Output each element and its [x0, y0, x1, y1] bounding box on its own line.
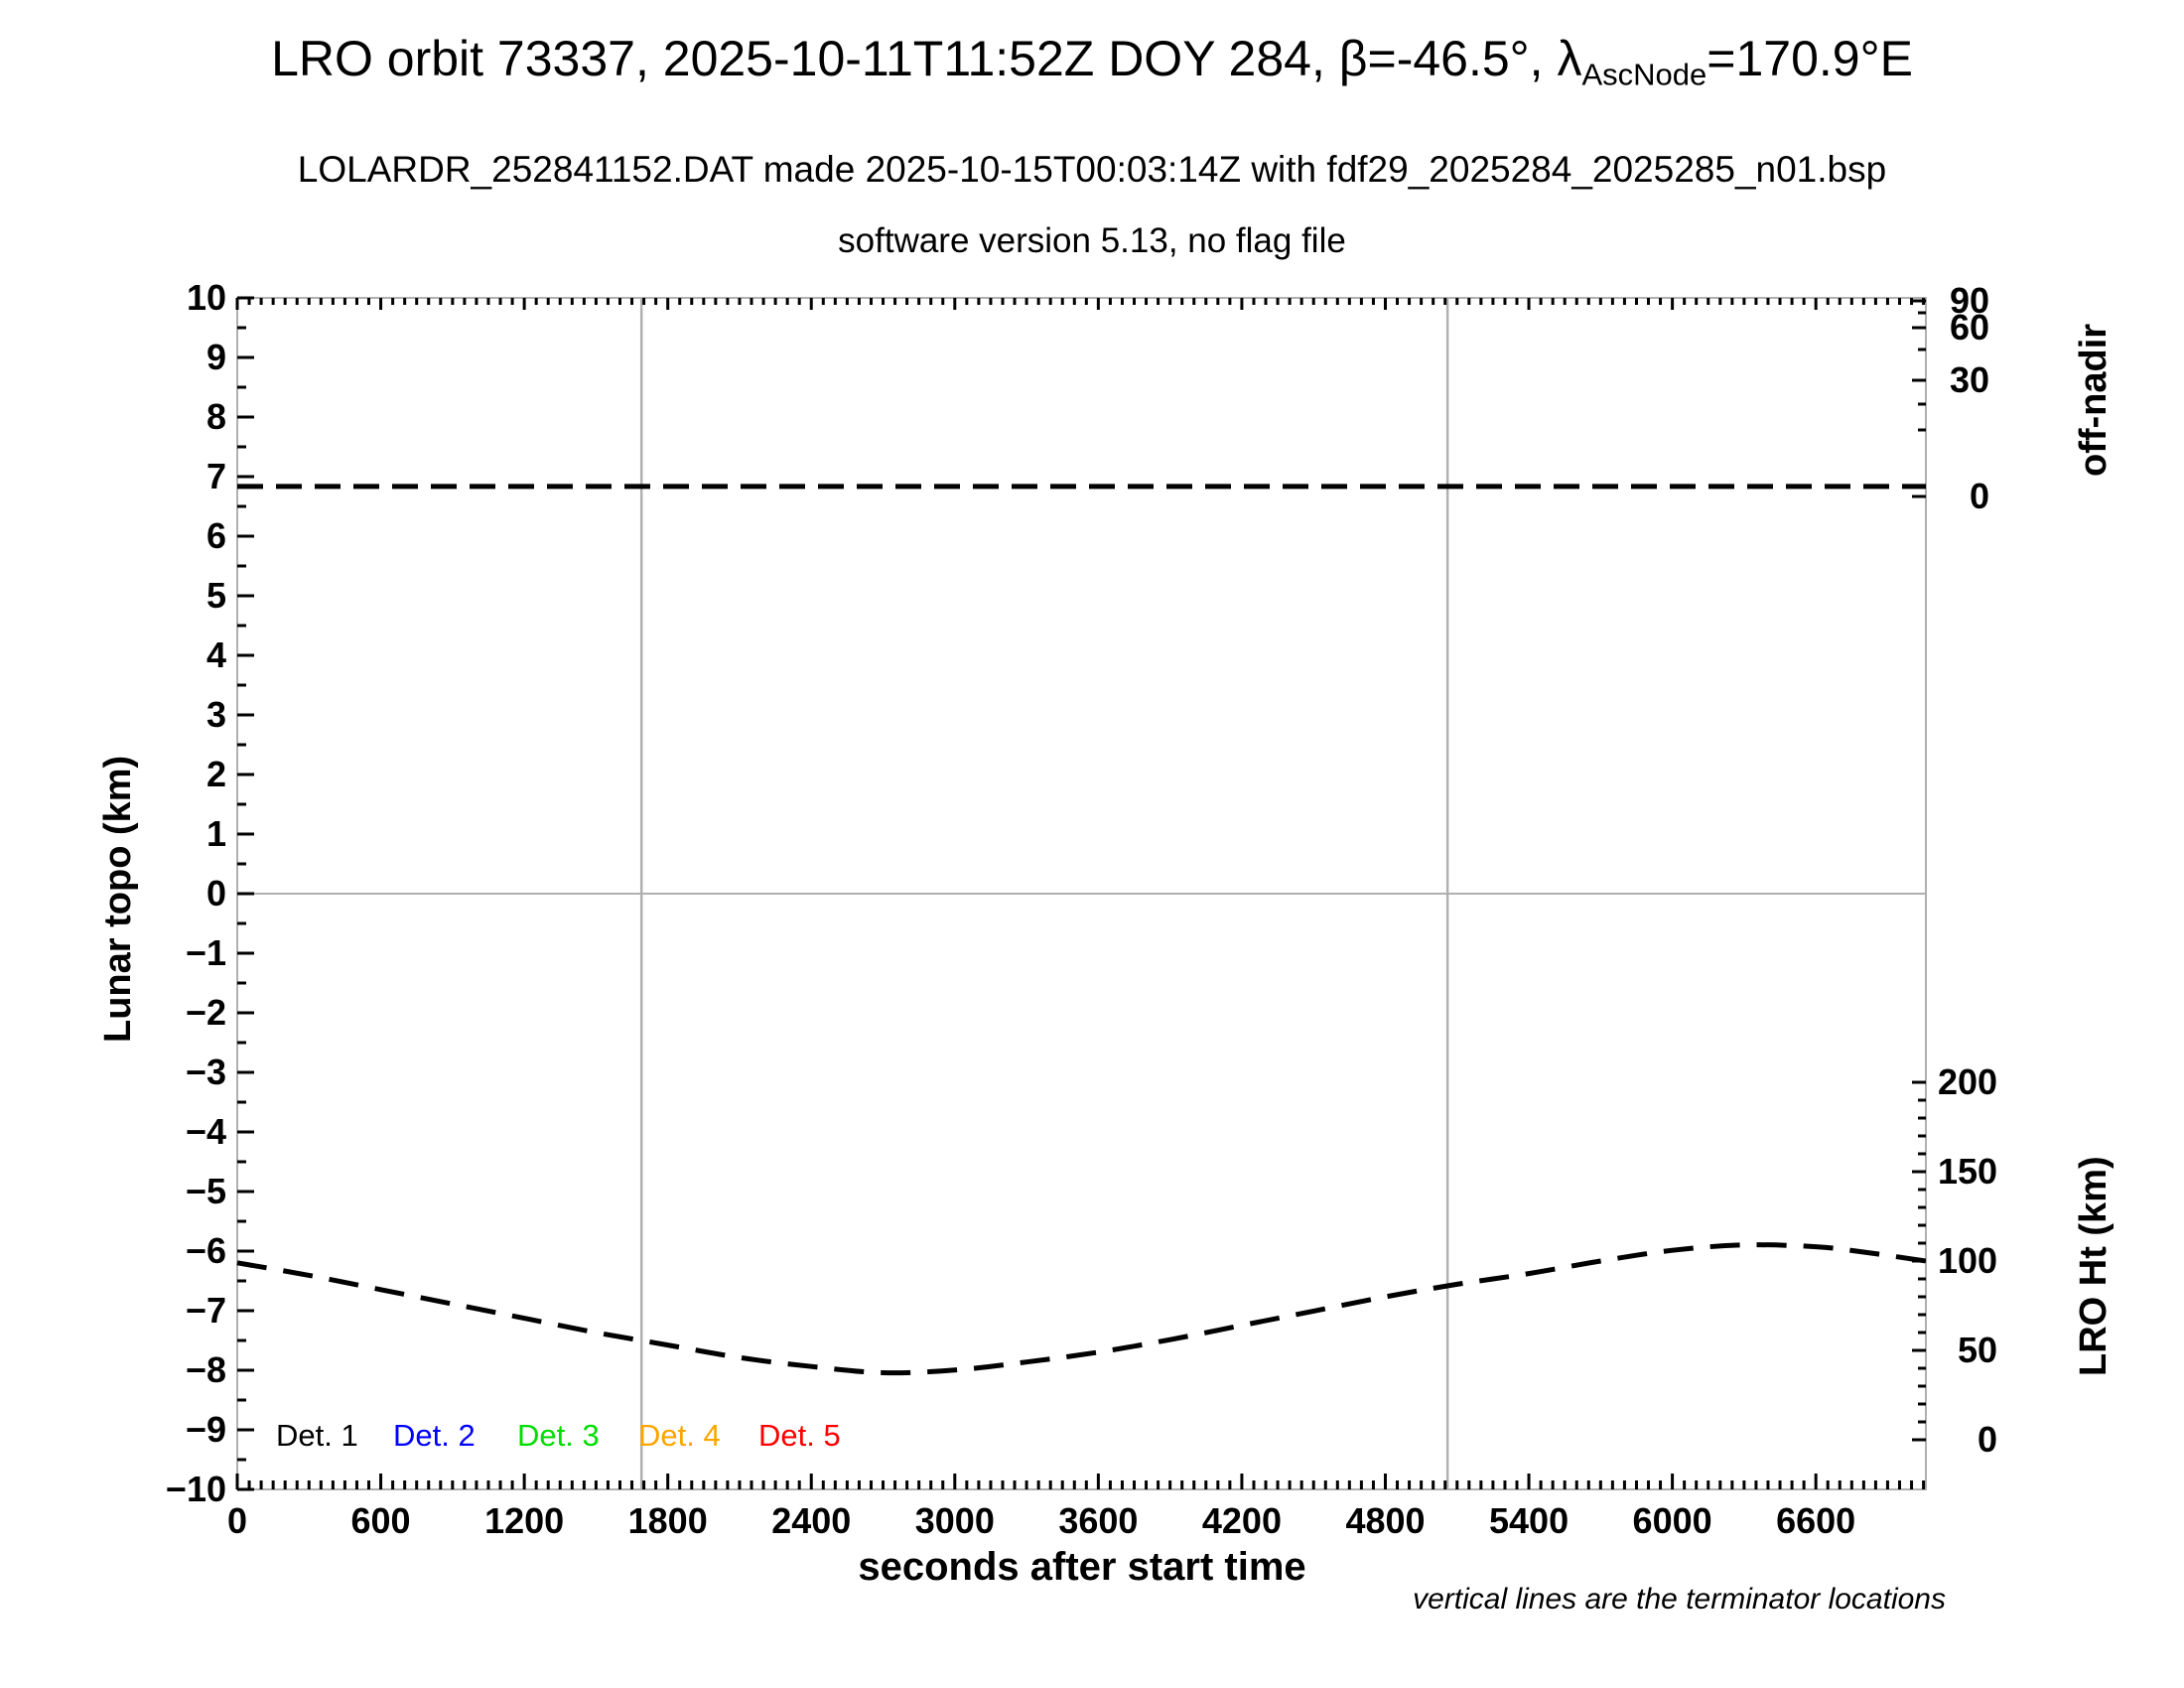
lro-ht-tick-label: 200	[1938, 1061, 1998, 1102]
x-tick-label: 6600	[1776, 1500, 1856, 1541]
title-main: LRO orbit 73337, 2025-10-11T11:52Z DOY 2…	[271, 31, 1582, 86]
title-subscript: AscNode	[1581, 57, 1707, 92]
topo-tick-label: 7	[205, 456, 226, 496]
x-axis-title: seconds after start time	[858, 1545, 1306, 1589]
lro-height-curve	[236, 1242, 1927, 1376]
topo-tick-label: −5	[185, 1171, 226, 1211]
topo-tick-label: 10	[186, 277, 226, 318]
x-tick-label: 600	[350, 1500, 411, 1541]
topo-tick-label: −9	[185, 1409, 226, 1450]
page-title: LRO orbit 73337, 2025-10-11T11:52Z DOY 2…	[0, 30, 2184, 92]
legend-item-det-1: Det. 1	[276, 1418, 358, 1453]
topo-tick-label: −6	[185, 1230, 226, 1271]
y-axis-title-lro-height: LRO Ht (km)	[2073, 1156, 2115, 1376]
x-tick-label: 6000	[1632, 1500, 1712, 1541]
topo-tick-label: 5	[205, 575, 226, 616]
topo-tick-label: 3	[205, 694, 226, 735]
x-tick-label: 1800	[627, 1500, 708, 1541]
lro-ht-tick-label: 0	[1977, 1419, 1997, 1460]
lro-ht-tick-label: 150	[1938, 1151, 1998, 1192]
x-tick-label: 1200	[484, 1500, 565, 1541]
title-suffix: =170.9°E	[1706, 31, 1913, 86]
topo-tick-label: 2	[205, 754, 226, 794]
lro-ht-tick-label: 100	[1938, 1240, 1998, 1281]
topo-tick-label: 9	[205, 337, 226, 377]
x-tick-label: 5400	[1489, 1500, 1570, 1541]
topo-tick-label: 1	[205, 813, 226, 854]
topo-tick-label: −8	[185, 1349, 226, 1390]
topo-tick-label: −4	[185, 1111, 226, 1152]
y-axis-title-off-nadir: off-nadir	[2073, 323, 2115, 477]
x-tick-label: 3000	[914, 1500, 995, 1541]
off-nadir-tick-label: 30	[1949, 359, 1989, 400]
legend-item-det-3: Det. 3	[517, 1418, 600, 1453]
topo-tick-label: −10	[165, 1469, 226, 1509]
x-tick-label: 2400	[771, 1500, 852, 1541]
x-tick-label: 4800	[1345, 1500, 1426, 1541]
x-tick-label: 4200	[1201, 1500, 1282, 1541]
topo-tick-label: 8	[205, 396, 226, 437]
topo-tick-label: −2	[185, 992, 226, 1033]
off-nadir-tick-label: 90	[1949, 280, 1989, 321]
topo-tick-label: 4	[205, 634, 226, 675]
topo-tick-label: −7	[185, 1290, 226, 1331]
x-tick-label: 3600	[1058, 1500, 1139, 1541]
terminator-note: vertical lines are the terminator locati…	[1413, 1583, 1946, 1616]
chart-subtitle-filename: LOLARDR_252841152.DAT made 2025-10-15T00…	[297, 149, 1887, 190]
topo-tick-label: −1	[185, 932, 226, 973]
x-tick-label: 0	[226, 1500, 248, 1541]
lro-ht-tick-label: 50	[1957, 1330, 1997, 1370]
software-version-line: software version 5.13, no flag file	[838, 221, 1346, 260]
topo-tick-label: 6	[205, 515, 226, 556]
topo-tick-label: 0	[205, 873, 226, 914]
legend-item-det-2: Det. 2	[393, 1418, 476, 1453]
off-nadir-tick-label: 60	[1949, 307, 1989, 348]
legend-item-det-4: Det. 4	[638, 1418, 721, 1453]
legend-item-det-5: Det. 5	[758, 1418, 841, 1453]
off-nadir-tick-label: 0	[1969, 476, 1989, 516]
topo-tick-label: −3	[185, 1052, 226, 1092]
